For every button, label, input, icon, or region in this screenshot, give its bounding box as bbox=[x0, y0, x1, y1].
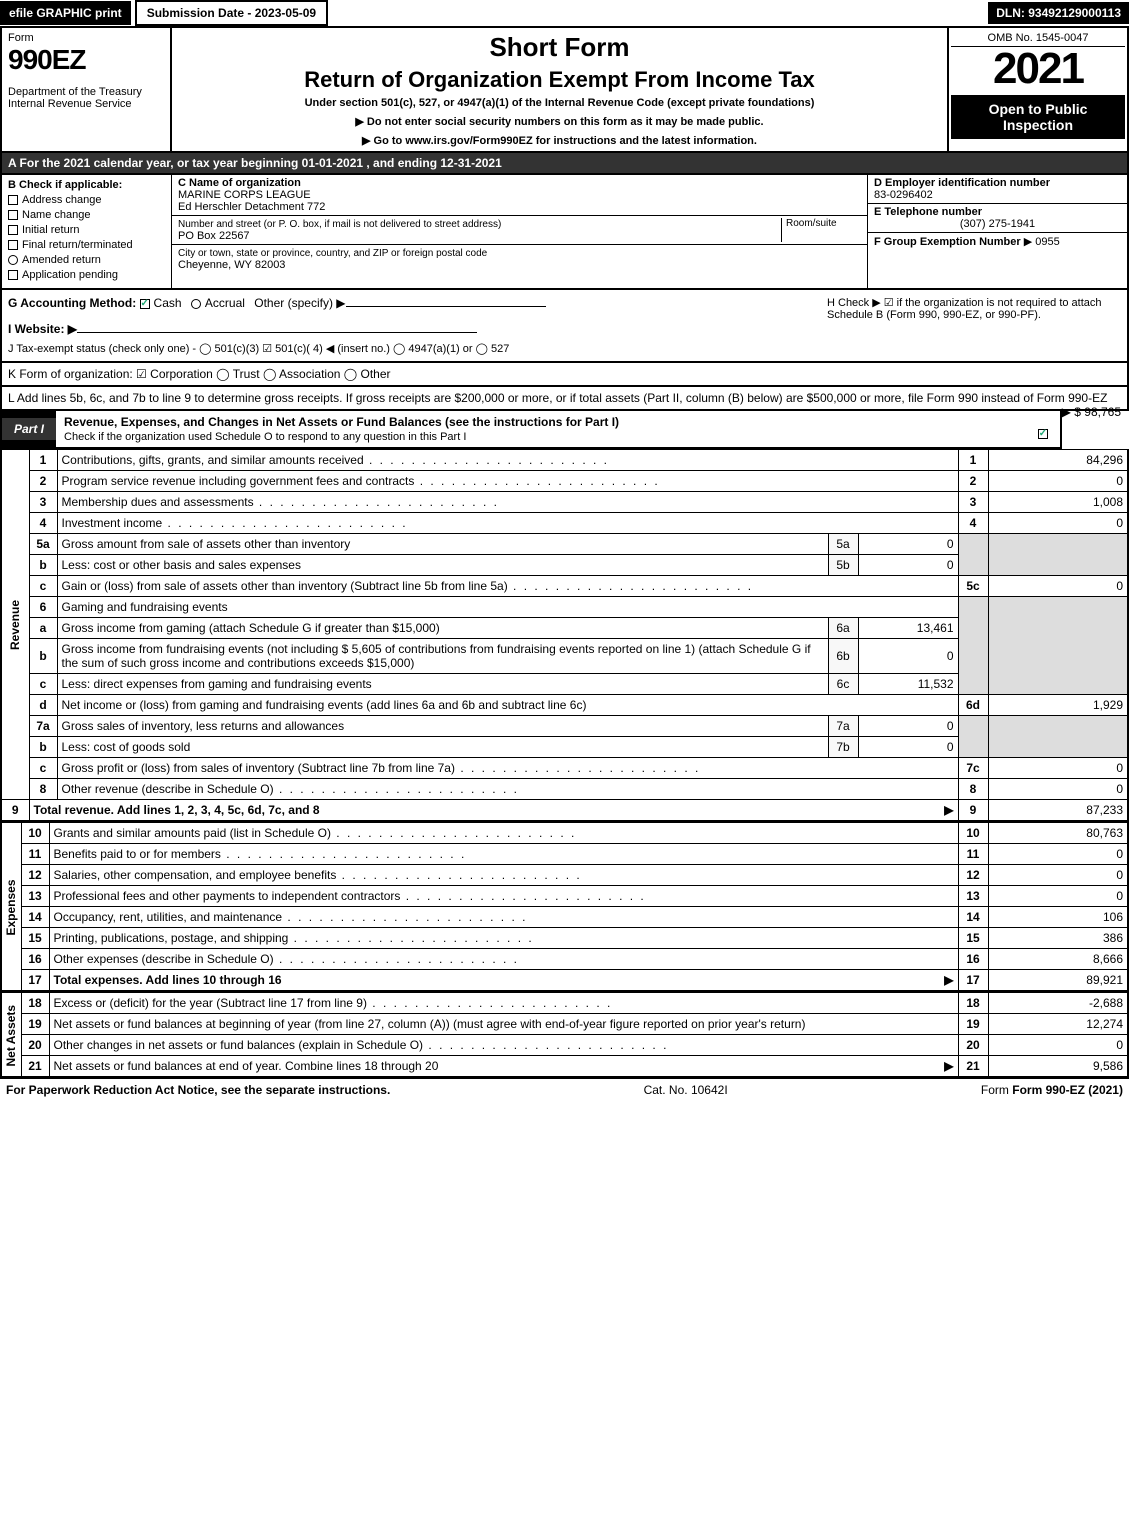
cb-initial-return[interactable] bbox=[8, 225, 18, 235]
row-a: A For the 2021 calendar year, or tax yea… bbox=[0, 153, 1129, 175]
l-amount: ▶ $ 98,765 bbox=[1062, 405, 1121, 419]
group-exemption: ▶ 0955 bbox=[1024, 236, 1060, 248]
year-col: OMB No. 1545-0047 2021 Open to Public In… bbox=[947, 28, 1127, 151]
g-label: G Accounting Method: bbox=[8, 296, 136, 310]
e-label: E Telephone number bbox=[874, 206, 982, 218]
col-b: B Check if applicable: Address change Na… bbox=[2, 175, 172, 288]
ein: 83-0296402 bbox=[874, 189, 933, 201]
form-number: 990EZ bbox=[8, 44, 164, 76]
footer-left: For Paperwork Reduction Act Notice, see … bbox=[6, 1083, 390, 1097]
form-word: Form bbox=[8, 32, 164, 44]
part1-title: Revenue, Expenses, and Changes in Net As… bbox=[64, 415, 619, 429]
part1-header: Part I Revenue, Expenses, and Changes in… bbox=[0, 411, 1062, 449]
cb-app-pending[interactable] bbox=[8, 270, 18, 280]
cb-part1-scho[interactable] bbox=[1038, 429, 1048, 439]
org-name2: Ed Herschler Detachment 772 bbox=[178, 201, 325, 213]
expense-table: Expenses 10Grants and similar amounts pa… bbox=[0, 822, 1129, 992]
col-c: C Name of organization MARINE CORPS LEAG… bbox=[172, 175, 867, 288]
goto-link[interactable]: ▶ Go to www.irs.gov/Form990EZ for instru… bbox=[180, 134, 939, 147]
cb-accrual[interactable] bbox=[191, 299, 201, 309]
cb-address-change[interactable] bbox=[8, 195, 18, 205]
page-footer: For Paperwork Reduction Act Notice, see … bbox=[0, 1078, 1129, 1101]
revenue-label: Revenue bbox=[1, 450, 29, 800]
c-name-label: C Name of organization bbox=[178, 177, 301, 189]
tax-year: 2021 bbox=[951, 47, 1125, 91]
footer-mid: Cat. No. 10642I bbox=[644, 1083, 728, 1097]
part1-sub: Check if the organization used Schedule … bbox=[64, 431, 466, 443]
i-label: I Website: ▶ bbox=[8, 322, 77, 336]
top-bar: efile GRAPHIC print Submission Date - 20… bbox=[0, 0, 1129, 28]
city-label: City or town, state or province, country… bbox=[178, 248, 487, 259]
b-label: B Check if applicable: bbox=[8, 179, 165, 191]
room-label: Room/suite bbox=[781, 218, 861, 242]
col-de: D Employer identification number83-02964… bbox=[867, 175, 1127, 288]
part1-tab: Part I bbox=[2, 418, 56, 440]
return-title: Return of Organization Exempt From Incom… bbox=[180, 67, 939, 93]
city: Cheyenne, WY 82003 bbox=[178, 259, 285, 271]
netassets-table: Net Assets 18Excess or (deficit) for the… bbox=[0, 992, 1129, 1078]
expenses-label: Expenses bbox=[1, 823, 21, 992]
footer-right: Form Form 990-EZ (2021) bbox=[981, 1083, 1123, 1097]
cb-amended[interactable] bbox=[8, 255, 18, 265]
h-text: H Check ▶ ☑ if the organization is not r… bbox=[821, 296, 1121, 355]
cb-final-return[interactable] bbox=[8, 240, 18, 250]
street: PO Box 22567 bbox=[178, 230, 250, 242]
f-label: F Group Exemption Number bbox=[874, 236, 1021, 248]
short-form: Short Form bbox=[180, 32, 939, 63]
title-col: Short Form Return of Organization Exempt… bbox=[172, 28, 947, 151]
efile-print-button[interactable]: efile GRAPHIC print bbox=[0, 1, 131, 25]
j-text: J Tax-exempt status (check only one) - ◯… bbox=[8, 342, 821, 355]
cb-cash[interactable] bbox=[140, 299, 150, 309]
cb-name-change[interactable] bbox=[8, 210, 18, 220]
dept: Department of the Treasury Internal Reve… bbox=[8, 86, 164, 110]
revenue-table: Revenue 1Contributions, gifts, grants, a… bbox=[0, 449, 1129, 822]
dln: DLN: 93492129000113 bbox=[988, 2, 1129, 24]
no-ssn: ▶ Do not enter social security numbers o… bbox=[180, 115, 939, 128]
form-id-col: Form 990EZ Department of the Treasury In… bbox=[2, 28, 172, 151]
under-section: Under section 501(c), 527, or 4947(a)(1)… bbox=[180, 97, 939, 109]
row-l: L Add lines 5b, 6c, and 7b to line 9 to … bbox=[0, 387, 1129, 411]
street-label: Number and street (or P. O. box, if mail… bbox=[178, 219, 501, 230]
row-k: K Form of organization: ☑ Corporation ◯ … bbox=[0, 363, 1129, 387]
org-name1: MARINE CORPS LEAGUE bbox=[178, 189, 311, 201]
phone: (307) 275-1941 bbox=[874, 218, 1121, 230]
org-info: B Check if applicable: Address change Na… bbox=[0, 175, 1129, 290]
form-header: Form 990EZ Department of the Treasury In… bbox=[0, 28, 1129, 153]
submission-date: Submission Date - 2023-05-09 bbox=[135, 0, 328, 26]
netassets-label: Net Assets bbox=[1, 993, 21, 1078]
d-label: D Employer identification number bbox=[874, 177, 1050, 189]
ghij: G Accounting Method: Cash Accrual Other … bbox=[0, 290, 1129, 363]
open-to-public: Open to Public Inspection bbox=[951, 95, 1125, 139]
